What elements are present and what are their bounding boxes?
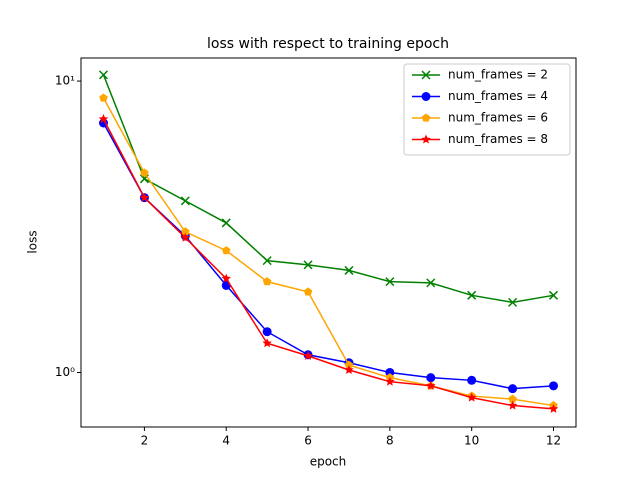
marker — [549, 381, 558, 391]
x-axis-label: epoch — [310, 455, 347, 469]
marker — [426, 373, 436, 383]
marker — [385, 376, 395, 386]
x-tick-label: 4 — [222, 434, 230, 448]
marker — [303, 260, 313, 270]
marker — [139, 192, 150, 202]
marker — [385, 367, 395, 377]
marker — [344, 360, 354, 369]
marker — [426, 278, 436, 288]
x-tick-label: 10 — [464, 434, 479, 448]
marker — [140, 168, 149, 177]
legend-label: num_frames = 6 — [448, 111, 548, 125]
y-tick-label: 10⁰ — [55, 365, 75, 379]
marker — [548, 403, 559, 413]
marker — [262, 338, 272, 348]
legend: num_frames = 2 num_frames = 4 num_frames =… — [403, 63, 571, 156]
legend-label: num_frames = 2 — [448, 68, 548, 82]
legend-label: num_frames = 4 — [448, 89, 548, 103]
series-line — [102, 97, 554, 407]
legend-marker — [421, 92, 431, 101]
y-axis-label: loss — [26, 230, 40, 253]
marker — [466, 392, 477, 402]
legend-marker — [421, 70, 431, 80]
marker — [180, 196, 190, 206]
marker — [303, 287, 313, 296]
x-tick-label: 8 — [386, 434, 394, 448]
marker — [180, 232, 191, 242]
plot-frame — [80, 57, 577, 428]
chart-title: loss with respect to training epoch — [207, 36, 449, 52]
legend-marker — [421, 134, 431, 144]
x-tick-label: 2 — [141, 434, 149, 448]
marker — [262, 256, 272, 266]
marker — [221, 273, 231, 283]
marker — [467, 375, 477, 385]
marker — [385, 277, 395, 287]
marker — [221, 218, 231, 228]
x-tick-label: 12 — [546, 434, 561, 448]
marker — [303, 350, 313, 360]
marker — [508, 394, 517, 403]
marker — [262, 277, 272, 286]
marker — [181, 227, 190, 236]
marker — [507, 400, 518, 410]
legend-marker — [421, 113, 431, 122]
marker — [508, 384, 518, 394]
legend-box — [403, 63, 571, 156]
series-line — [102, 118, 554, 410]
marker — [344, 364, 354, 375]
marker — [467, 290, 477, 300]
marker — [426, 380, 436, 390]
marker — [344, 265, 354, 275]
y-tick-label: 10¹ — [55, 74, 75, 88]
marker — [98, 114, 109, 124]
series-line — [102, 74, 554, 304]
marker — [262, 327, 272, 337]
x-tick-label: 6 — [304, 434, 312, 448]
marker — [98, 70, 109, 80]
legend-label: num_frames = 8 — [448, 132, 548, 146]
marker — [508, 297, 518, 307]
marker — [221, 246, 231, 255]
marker — [548, 290, 559, 300]
series-line — [102, 122, 554, 390]
marker — [99, 93, 108, 102]
